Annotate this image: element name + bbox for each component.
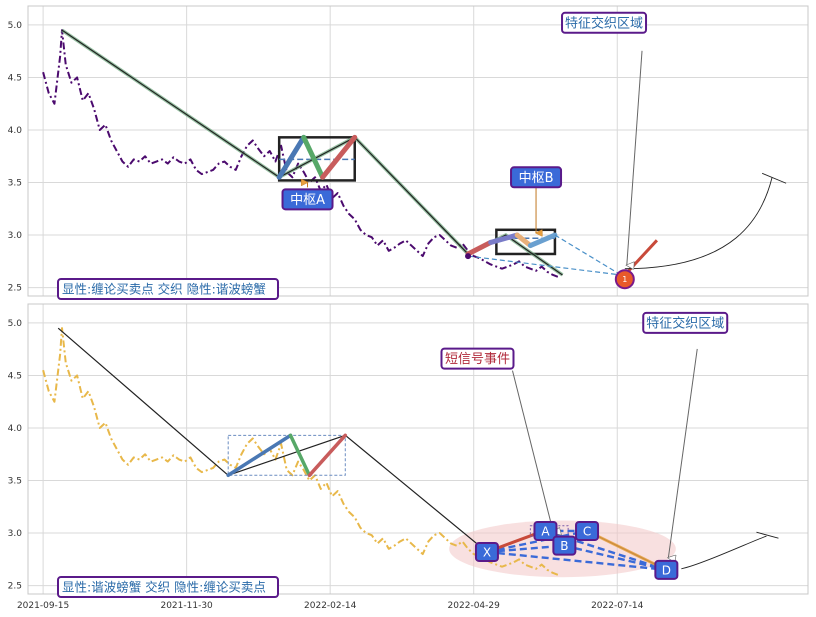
price-series-line	[42, 327, 560, 577]
y-tick-label: 4.5	[8, 73, 22, 83]
plot-frame	[27, 5, 809, 297]
legend-text: 显性:谐波螃蟹 交织 隐性:缠论买卖点	[62, 580, 266, 595]
end-marker	[614, 269, 635, 290]
y-tick-label: 2.5	[8, 284, 22, 294]
feature-zone-arrow	[668, 348, 698, 558]
y-tick-label: 4.0	[8, 424, 23, 434]
projection-arc	[681, 535, 767, 570]
pattern-point-a-box	[533, 520, 558, 541]
pattern-point-d-box	[654, 559, 679, 580]
feature-zone-label: 特征交织区域	[565, 15, 643, 31]
arc-cap	[761, 172, 787, 184]
center-box-a	[227, 434, 346, 476]
stroke-leg	[301, 134, 326, 180]
projection-line	[467, 255, 622, 276]
x-tick-label: 2021-09-15	[17, 601, 69, 611]
harmonic-leg-cd	[586, 529, 668, 572]
pattern-point-b-box	[552, 535, 577, 556]
center-a-label-box	[281, 188, 334, 211]
start-dot	[465, 253, 472, 260]
pattern-point-x-box	[474, 541, 499, 562]
y-tick-label: 5.0	[8, 21, 23, 31]
feature-zone-arrow	[627, 50, 643, 265]
harmonic-dashed-line	[486, 529, 588, 554]
stroke-leg	[488, 232, 520, 245]
stroke-leg	[276, 134, 307, 180]
plot-frame	[27, 303, 809, 595]
projection-arc	[624, 177, 773, 270]
pattern-point-d: D	[662, 563, 671, 577]
legend-text: 显性:缠论买卖点 交织 隐性:谐波螃蟹	[62, 282, 266, 297]
center-a-label: 中枢A	[290, 193, 325, 208]
x-tick-label: 2021-11-30	[160, 601, 213, 611]
stroke-leg	[288, 433, 312, 478]
y-tick-label: 3.0	[8, 231, 23, 241]
pattern-point-b: B	[560, 539, 568, 553]
end-marker-label: 1	[622, 275, 627, 284]
bottom-panel: 2.5 3.0 3.5 4.0 4.5 5.0 短信号事件 特征交织区域 X AB C D 2021-0…	[8, 303, 809, 611]
breakout-segment	[623, 239, 659, 277]
feature-zone-label-box	[642, 311, 729, 334]
harmonic-dashed-line	[545, 529, 667, 571]
legend-box	[57, 278, 279, 300]
short-signal-label-box	[440, 347, 515, 370]
stroke-leg	[307, 433, 348, 478]
stroke-leg	[514, 232, 533, 249]
stroke-leg	[226, 433, 293, 478]
y-tick-label: 3.5	[8, 477, 22, 487]
feature-zone-label-box	[561, 11, 648, 34]
stroke-leg	[320, 134, 358, 180]
stroke-leg	[527, 232, 558, 249]
y-tick-label: 3.0	[8, 529, 23, 539]
harmonic-dashed-line	[564, 544, 667, 572]
arc-cap	[756, 531, 779, 539]
stroke-leg	[465, 239, 494, 257]
y-tick-label: 3.5	[8, 179, 22, 189]
harmonic-dashed-line	[486, 544, 565, 554]
pattern-point-c: C	[583, 524, 591, 538]
pattern-point-c-box	[575, 520, 600, 541]
projection-line	[554, 234, 622, 276]
y-tick-label: 5.0	[8, 319, 23, 329]
center-b-label: 中枢B	[519, 171, 554, 186]
x-tick-label: 2022-02-14	[304, 601, 357, 611]
pattern-point-a: A	[541, 524, 550, 538]
pattern-point-x: X	[483, 545, 491, 559]
x-tick-label: 2022-04-29	[448, 601, 501, 611]
short-signal-label: 短信号事件	[445, 352, 510, 367]
harmonic-dashed-line	[486, 550, 667, 572]
short-signal-arrow	[512, 370, 553, 533]
y-tick-label: 4.5	[8, 371, 22, 381]
x-tick-label: 2022-07-14	[591, 601, 644, 611]
legend-box	[57, 576, 279, 598]
trend-line	[61, 29, 563, 276]
y-tick-label: 4.0	[8, 126, 23, 136]
price-series-line	[42, 29, 560, 279]
y-tick-label: 2.5	[8, 582, 22, 592]
center-b-label-box	[510, 166, 563, 189]
feature-zone-label: 特征交织区域	[646, 315, 724, 331]
